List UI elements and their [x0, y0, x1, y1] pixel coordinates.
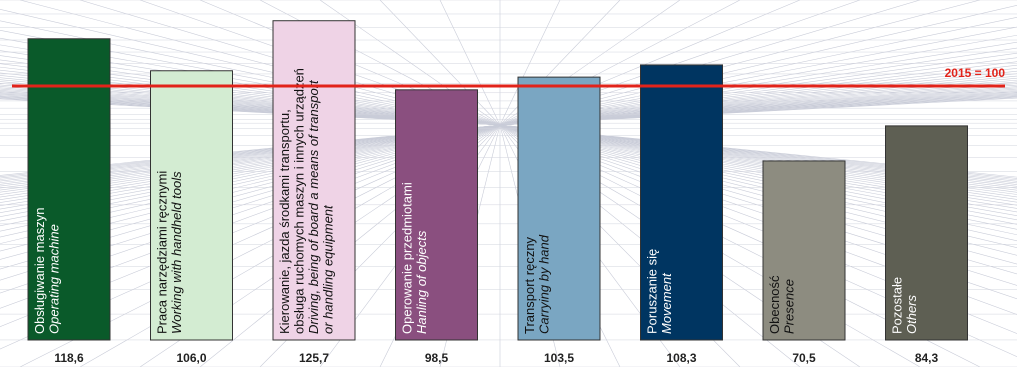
- bar-category-label: Praca narzędziami ręcznymiWorking with h…: [155, 171, 185, 334]
- bar: [885, 125, 968, 341]
- grid-line: [0, 83, 501, 126]
- category-label-pl: Praca narzędziami ręcznymi: [155, 171, 170, 334]
- bar-category-label: Operowanie przedmiotamiHanling of object…: [400, 182, 430, 334]
- category-label-en: Driving, being of board a means of trans…: [306, 79, 321, 334]
- grid-line: [499, 83, 1017, 126]
- category-label-en: Hanling of objects: [414, 230, 429, 334]
- grid-line: [0, 97, 501, 126]
- grid-line: [379, 0, 501, 126]
- grid-line: [499, 124, 1017, 213]
- grid-line: [499, 34, 1017, 126]
- grid-line: [499, 93, 1017, 126]
- grid-line: [499, 124, 1017, 300]
- grid-line: [499, 124, 1017, 206]
- bar-category-label: Kierowanie, jazda środkami transportu,ob…: [277, 68, 336, 334]
- category-label-en: Working with handheld tools: [169, 171, 184, 334]
- bar: [762, 160, 846, 341]
- grid-line: [0, 124, 501, 294]
- grid-line: [0, 124, 501, 203]
- grid-line: [0, 84, 501, 126]
- grid-line: [499, 124, 1017, 209]
- category-label-pl: Transport ręczny: [522, 236, 537, 334]
- bar: [517, 76, 601, 341]
- bar-value-label: 98,5: [425, 351, 449, 365]
- bar-category-label: Transport ręcznyCarrying by hand: [522, 234, 552, 334]
- grid-line: [499, 93, 1017, 126]
- grid-line: [499, 79, 1017, 126]
- grid-line: [0, 124, 501, 206]
- grid-line: [499, 81, 1017, 126]
- grid-line: [499, 124, 1017, 184]
- bar-category-label: ObecnośćPresence: [767, 275, 797, 334]
- bar-value-label: 118,6: [54, 351, 84, 365]
- grid-line: [499, 94, 1017, 126]
- grid-line: [499, 26, 1017, 126]
- category-label-pl: Obecność: [767, 275, 782, 334]
- grid-line: [0, 124, 501, 180]
- grid-line: [499, 0, 561, 126]
- bar: [272, 20, 356, 341]
- category-label-en: Carrying by hand: [537, 234, 552, 334]
- grid-line: [439, 0, 501, 126]
- category-label-en: or handling equipment: [321, 204, 336, 334]
- bars-group: Obsługiwanie maszynOperating machine Prac…: [27, 20, 968, 341]
- grid-line: [0, 81, 501, 126]
- grid-line: [499, 77, 1017, 126]
- grid-line: [0, 96, 501, 126]
- grid-line: [0, 37, 501, 126]
- grid-line: [499, 95, 1017, 126]
- category-label-pl: Pozostałe: [890, 277, 905, 334]
- grid-line: [499, 124, 1017, 185]
- grid-line: [499, 97, 1017, 126]
- grid-line: [499, 97, 1017, 126]
- grid-line: [499, 124, 1017, 216]
- category-label-pl: Poruszanie się: [645, 249, 660, 334]
- category-label-en: Operating machine: [47, 224, 62, 334]
- category-label-pl: Obsługiwanie maszyn: [32, 208, 47, 334]
- grid-line: [0, 124, 501, 179]
- grid-line: [0, 95, 501, 126]
- category-label-pl: obsługa ruchomych maszyn i innych urządz…: [292, 68, 307, 334]
- bar: [27, 38, 111, 341]
- grid-line: [499, 86, 1017, 126]
- grid-line: [499, 88, 1017, 126]
- bar-value-label: 106,0: [176, 351, 206, 365]
- bar: [150, 70, 233, 341]
- bar-category-label: Poruszanie sięMovement: [645, 249, 675, 334]
- grid-line: [0, 79, 501, 126]
- bar-category-label: Obsługiwanie maszynOperating machine: [32, 208, 62, 334]
- grid-line: [499, 87, 1017, 126]
- grid-line: [499, 124, 1017, 181]
- grid-line: [499, 96, 1017, 126]
- grid-line: [499, 91, 1017, 126]
- bar: [395, 89, 478, 341]
- reference-line-label: 2015 = 100: [945, 66, 1006, 80]
- category-label-en: Others: [904, 294, 919, 334]
- category-label-pl: Kierowanie, jazda środkami transportu,: [277, 109, 292, 334]
- bar-value-label: 103,5: [544, 351, 574, 365]
- grid-line: [0, 124, 501, 210]
- value-labels-group: 118,6 106,0 125,7 98,5 103,5 108,3 70,5 84,3: [54, 351, 938, 365]
- grid-line: [499, 84, 1017, 126]
- bar-value-label: 125,7: [299, 351, 329, 365]
- bar-value-label: 108,3: [666, 351, 696, 365]
- bar: [640, 64, 723, 341]
- grid-line: [499, 41, 1017, 126]
- reference-layer: 2015 = 100: [12, 66, 1006, 88]
- grid-line: [499, 124, 1017, 182]
- grid-line: [0, 124, 501, 182]
- bar-category-label: PozostałeOthers: [890, 277, 920, 334]
- bar-value-label: 70,5: [792, 351, 816, 365]
- bar-value-label: 84,3: [915, 351, 939, 365]
- grid-line: [0, 29, 501, 126]
- grid-line: [0, 124, 501, 213]
- grid-line: [499, 89, 1017, 126]
- grid-line: [499, 92, 1017, 126]
- category-label-en: Presence: [782, 279, 797, 334]
- category-label-pl: Operowanie przedmiotami: [400, 182, 415, 334]
- category-label-en: Movement: [659, 272, 674, 334]
